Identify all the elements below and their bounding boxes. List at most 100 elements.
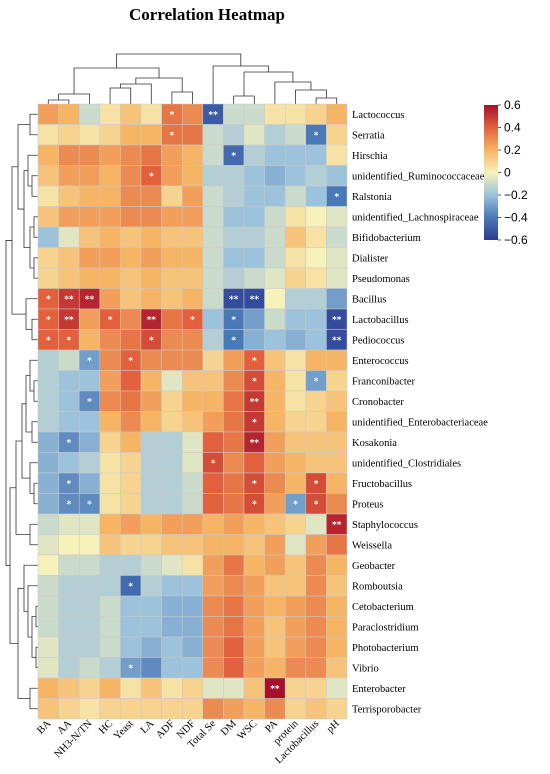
- heatmap-cell: [58, 206, 80, 228]
- significance-star: *: [67, 500, 72, 510]
- heatmap-cell: [305, 206, 327, 228]
- heatmap-cell: [99, 493, 121, 515]
- significance-star: *: [314, 377, 319, 387]
- dendrogram-branch: [25, 375, 32, 433]
- dendrogram-branch: [35, 605, 38, 628]
- significance-star: *: [67, 438, 72, 448]
- heatmap-cell: [99, 698, 121, 720]
- heatmap-cell: [305, 595, 327, 617]
- heatmap-cell: [181, 493, 204, 515]
- heatmap-cell: [202, 636, 224, 658]
- heatmap-cell: [326, 554, 348, 576]
- heatmap-cell: [58, 411, 80, 433]
- legend-tick-label: −0.6: [504, 233, 528, 247]
- heatmap-cell: [305, 554, 327, 576]
- heatmap-cell: [326, 636, 348, 658]
- heatmap-cell: [161, 595, 183, 617]
- heatmap-cell: [78, 267, 101, 289]
- dendrogram-branch: [5, 240, 12, 566]
- heatmap-cell: [243, 308, 265, 330]
- legend-color-bar: [484, 105, 498, 240]
- heatmap-cell: [202, 144, 224, 166]
- row-label: Lactobacillus: [352, 315, 409, 326]
- heatmap-cell: [243, 226, 265, 248]
- heatmap-cell: [284, 595, 307, 617]
- significance-star: *: [67, 336, 72, 346]
- color-legend: 0.6 0.4 0.2 0 −0.2 −0.4 −0.6: [484, 98, 528, 247]
- heatmap-cell: [326, 390, 348, 412]
- legend-tick-label: 0.2: [504, 143, 521, 157]
- heatmap-cell: [202, 698, 224, 720]
- heatmap-cell: [58, 390, 80, 412]
- heatmap-cell: [161, 165, 183, 187]
- heatmap-cell: [264, 657, 286, 679]
- heatmap-cell: [99, 267, 121, 289]
- row-label: Bifidobacterium: [352, 233, 421, 244]
- heatmap-cell: [243, 165, 265, 187]
- heatmap-cell: [140, 513, 162, 535]
- heatmap-cell: [37, 575, 59, 597]
- heatmap-cell: [99, 657, 121, 679]
- heatmap-cell: [37, 698, 59, 720]
- heatmap-cell: [305, 698, 327, 720]
- heatmap-cell: [37, 103, 59, 125]
- heatmap-cell: [202, 575, 224, 597]
- row-label: Hirschia: [352, 151, 388, 162]
- heatmap-cell: [140, 534, 162, 556]
- row-label: Photobacterium: [352, 643, 419, 654]
- heatmap-cell: [223, 657, 245, 679]
- heatmap-cell: [181, 411, 204, 433]
- heatmap-cell: [284, 185, 307, 207]
- heatmap-cell: [58, 534, 80, 556]
- heatmap-cell: [264, 534, 286, 556]
- heatmap-cell: [37, 513, 59, 535]
- heatmap-cell: [161, 267, 183, 289]
- heatmap-cell: [78, 124, 101, 146]
- dendrogram-branch: [23, 170, 30, 248]
- significance-star: *: [170, 131, 175, 141]
- significance-star: *: [170, 110, 175, 120]
- row-label: Enterobacter: [352, 684, 406, 695]
- row-label: Romboutsia: [352, 581, 403, 592]
- heatmap-cell: [99, 431, 121, 453]
- significance-star: *: [149, 336, 154, 346]
- heatmap-cell: [326, 698, 348, 720]
- dendrogram-branch: [9, 487, 18, 644]
- heatmap-cell: [140, 595, 162, 617]
- heatmap-cell: [99, 247, 121, 269]
- column-label: BA: [35, 718, 53, 736]
- heatmap-cell: [140, 472, 162, 494]
- column-label: WSC: [236, 718, 260, 742]
- heatmap-cell: [161, 493, 183, 515]
- heatmap-cell: [120, 411, 142, 433]
- heatmap-cell: [202, 349, 224, 371]
- heatmap-cell: [284, 411, 307, 433]
- significance-star: **: [250, 295, 260, 305]
- heatmap-cell: [161, 472, 183, 494]
- heatmap-cell: [264, 513, 286, 535]
- heatmap-cell: [284, 677, 307, 699]
- heatmap-cell: [58, 657, 80, 679]
- heatmap-cell: [326, 411, 348, 433]
- heatmap-cell: [161, 616, 183, 638]
- heatmap-cell: [58, 349, 80, 371]
- heatmap-cell: [181, 165, 204, 187]
- dendrogram-branch: [31, 318, 38, 341]
- heatmap-cell: [284, 452, 307, 474]
- heatmap-cell: [264, 124, 286, 146]
- heatmap-cell: [78, 554, 101, 576]
- heatmap-cell: [37, 226, 59, 248]
- heatmap-cell: [264, 144, 286, 166]
- heatmap-cell: [326, 103, 348, 125]
- heatmap-cell: [37, 534, 59, 556]
- significance-star: *: [190, 315, 195, 325]
- heatmap-cell: [181, 636, 204, 658]
- heatmap-cell: [305, 431, 327, 453]
- heatmap-cell: [284, 288, 307, 310]
- column-dendrogram: [47, 53, 338, 104]
- heatmap-cell: [78, 431, 101, 453]
- dendrogram-branch: [109, 87, 132, 104]
- heatmap-cell: [58, 636, 80, 658]
- heatmap-cell: [99, 370, 121, 392]
- heatmap-cell: [78, 595, 101, 617]
